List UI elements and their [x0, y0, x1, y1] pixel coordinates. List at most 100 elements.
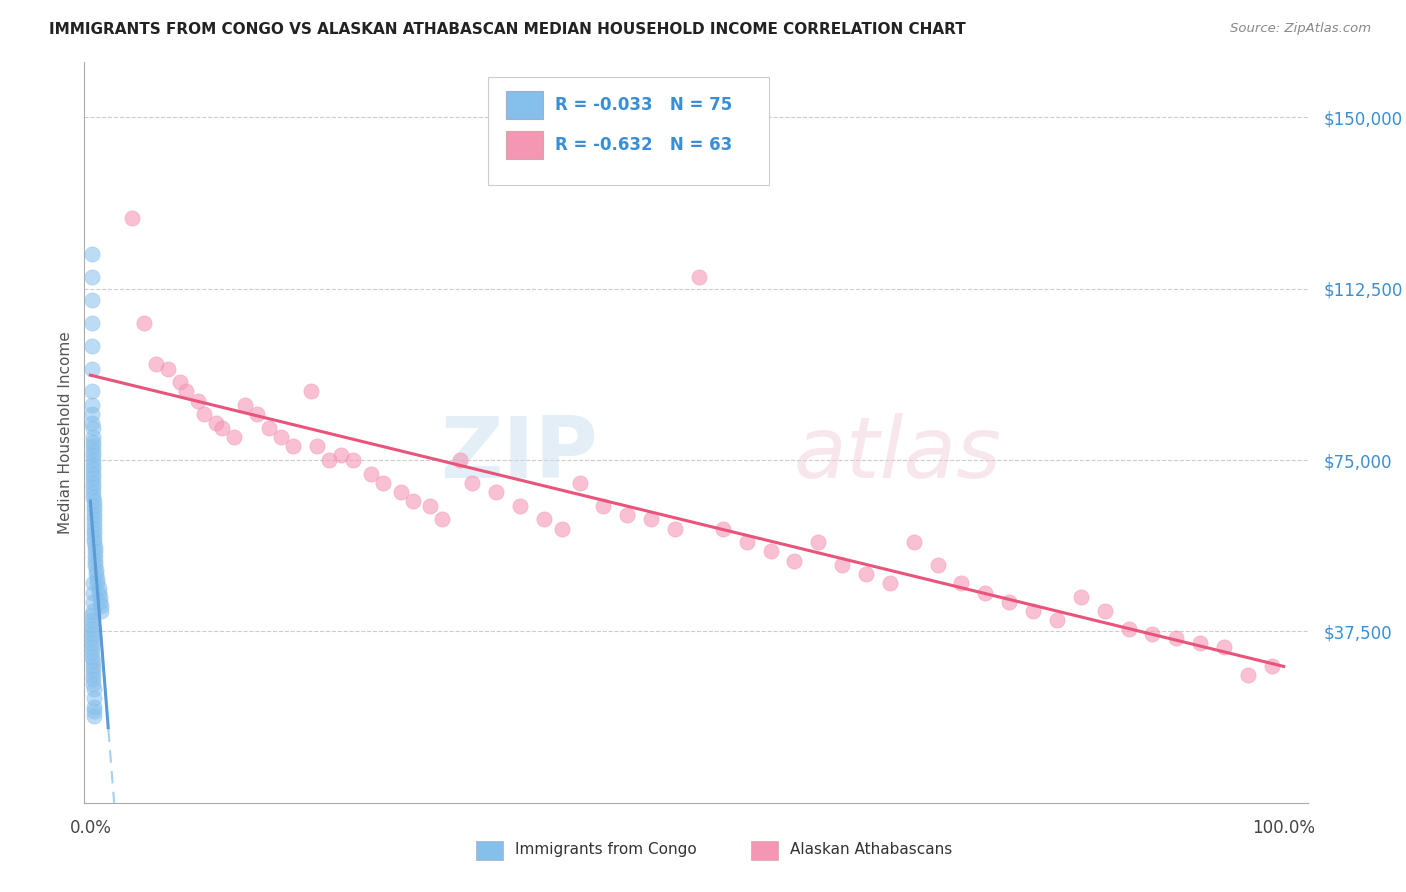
Point — [82, 677, 104, 691]
Point — [342, 453, 364, 467]
Point — [87, 581, 110, 595]
Point — [80, 613, 103, 627]
Point — [121, 211, 143, 225]
Point — [83, 709, 105, 723]
Point — [86, 572, 108, 586]
Point — [83, 512, 105, 526]
Text: Alaskan Athabascans: Alaskan Athabascans — [790, 842, 952, 857]
Point — [211, 421, 233, 435]
Bar — [475, 841, 503, 860]
Point — [84, 540, 107, 554]
Point — [80, 384, 103, 399]
Point — [1022, 604, 1045, 618]
Point — [80, 339, 103, 353]
Point — [80, 361, 103, 376]
Point — [80, 608, 103, 623]
Point — [82, 673, 104, 687]
Point — [1261, 658, 1284, 673]
Point — [711, 522, 734, 536]
Point — [193, 408, 215, 422]
Point — [903, 535, 925, 549]
Point — [80, 408, 103, 422]
Point — [664, 522, 686, 536]
Point — [82, 485, 104, 500]
Point — [855, 567, 877, 582]
Point — [90, 599, 112, 614]
Point — [83, 705, 105, 719]
Point — [83, 531, 105, 545]
Point — [84, 549, 107, 563]
Point — [83, 522, 105, 536]
Point — [1046, 613, 1069, 627]
Point — [84, 544, 107, 558]
Point — [83, 503, 105, 517]
Point — [80, 645, 103, 659]
Point — [307, 439, 329, 453]
Point — [329, 449, 352, 463]
Point — [87, 585, 110, 599]
Point — [82, 421, 104, 435]
Point — [187, 393, 209, 408]
Point — [807, 535, 830, 549]
FancyBboxPatch shape — [488, 78, 769, 185]
Point — [80, 649, 103, 664]
Point — [80, 417, 103, 431]
Text: IMMIGRANTS FROM CONGO VS ALASKAN ATHABASCAN MEDIAN HOUSEHOLD INCOME CORRELATION : IMMIGRANTS FROM CONGO VS ALASKAN ATHABAS… — [49, 22, 966, 37]
Point — [83, 499, 105, 513]
Point — [82, 467, 104, 481]
Point — [174, 384, 197, 399]
Point — [82, 490, 104, 504]
Point — [82, 595, 104, 609]
Point — [371, 475, 394, 490]
Point — [83, 690, 105, 705]
Point — [783, 553, 806, 567]
Point — [84, 558, 107, 573]
Point — [82, 654, 104, 668]
Point — [84, 563, 107, 577]
Point — [80, 622, 103, 636]
Point — [1213, 640, 1236, 655]
Point — [283, 439, 305, 453]
Point — [1070, 590, 1092, 604]
Point — [82, 475, 104, 490]
Point — [432, 512, 454, 526]
Point — [82, 604, 104, 618]
Point — [419, 499, 441, 513]
Point — [509, 499, 531, 513]
Point — [83, 526, 105, 541]
Point — [449, 453, 471, 467]
Point — [1237, 668, 1260, 682]
Point — [156, 361, 179, 376]
Point — [80, 632, 103, 646]
Text: ZIP: ZIP — [440, 413, 598, 496]
Point — [145, 357, 167, 371]
Point — [82, 430, 104, 444]
Point — [592, 499, 614, 513]
Point — [759, 544, 782, 558]
Point — [551, 522, 574, 536]
Point — [82, 576, 104, 591]
Point — [1189, 636, 1212, 650]
Point — [461, 475, 484, 490]
Point — [83, 535, 105, 549]
Text: Source: ZipAtlas.com: Source: ZipAtlas.com — [1230, 22, 1371, 36]
Bar — [506, 91, 543, 120]
Point — [1142, 626, 1164, 640]
Point — [83, 681, 105, 696]
Point — [82, 462, 104, 476]
Point — [82, 458, 104, 472]
Point — [204, 417, 226, 431]
Point — [318, 453, 340, 467]
Point — [80, 398, 103, 412]
Point — [89, 595, 111, 609]
Point — [1094, 604, 1116, 618]
Point — [80, 636, 103, 650]
Point — [485, 485, 508, 500]
Bar — [751, 841, 778, 860]
Point — [360, 467, 382, 481]
Point — [401, 494, 423, 508]
Point — [86, 576, 108, 591]
Point — [389, 485, 412, 500]
Point — [80, 270, 103, 285]
Point — [831, 558, 853, 573]
